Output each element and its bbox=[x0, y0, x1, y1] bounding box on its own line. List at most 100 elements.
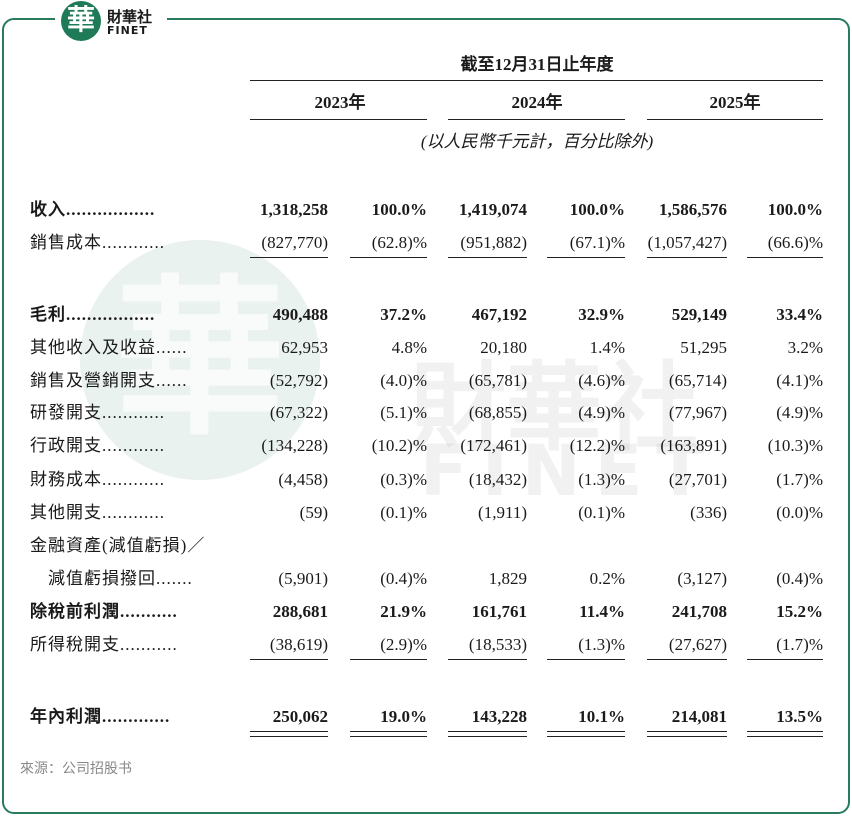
rule bbox=[747, 257, 823, 258]
cell: (68,855) bbox=[468, 403, 527, 422]
cell: 51,295 bbox=[680, 338, 727, 357]
cell: 11.4% bbox=[579, 602, 625, 621]
row-label: 銷售及營銷開支...... bbox=[30, 371, 188, 390]
cell: (66.6)% bbox=[767, 233, 823, 252]
cell: 250,062 bbox=[272, 707, 328, 726]
rule bbox=[747, 659, 823, 660]
year-header: 2024年 bbox=[511, 93, 563, 112]
cell: (52,792) bbox=[269, 371, 328, 390]
year-header: 2023年 bbox=[314, 93, 366, 112]
cell: (4.0)% bbox=[380, 371, 427, 390]
rule bbox=[350, 257, 427, 258]
cell: (336) bbox=[690, 503, 727, 522]
rule bbox=[547, 736, 625, 737]
logo: 華 財華社 FINET bbox=[55, 0, 167, 42]
cell: (2.9)% bbox=[380, 635, 427, 654]
rule bbox=[250, 659, 328, 660]
cell: (827,770) bbox=[261, 233, 328, 252]
cell: 1,586,576 bbox=[659, 200, 727, 219]
cell: (4.1)% bbox=[776, 371, 823, 390]
rule bbox=[747, 731, 823, 732]
rule bbox=[448, 731, 527, 732]
cell: 467,192 bbox=[471, 305, 527, 324]
rule bbox=[547, 257, 625, 258]
row-label: 其他開支............ bbox=[30, 503, 165, 522]
cell: (65,714) bbox=[668, 371, 727, 390]
row-label: 行政開支............ bbox=[30, 436, 165, 455]
rule bbox=[448, 659, 527, 660]
cell: (0.4)% bbox=[776, 569, 823, 588]
rule bbox=[747, 736, 823, 737]
rule bbox=[350, 731, 427, 732]
cell: 19.0% bbox=[380, 707, 427, 726]
rule bbox=[647, 659, 727, 660]
cell: 3.2% bbox=[787, 338, 823, 357]
cell: 20,180 bbox=[480, 338, 527, 357]
cell: (0.3)% bbox=[380, 470, 427, 489]
cell: 1.4% bbox=[589, 338, 625, 357]
rule bbox=[647, 736, 727, 737]
cell: (67.1)% bbox=[569, 233, 625, 252]
row-label: 除稅前利潤........... bbox=[30, 602, 178, 621]
cell: (4.6)% bbox=[578, 371, 625, 390]
cell: (4,458) bbox=[278, 470, 328, 489]
cell: (134,228) bbox=[261, 436, 328, 455]
cell: 13.5% bbox=[776, 707, 823, 726]
cell: (1,911) bbox=[478, 503, 527, 522]
cell: 62,953 bbox=[281, 338, 328, 357]
cell: 1,419,074 bbox=[459, 200, 527, 219]
cell: (0.1)% bbox=[380, 503, 427, 522]
cell: (18,432) bbox=[468, 470, 527, 489]
logo-sub: FINET bbox=[107, 24, 148, 37]
cell: (59) bbox=[299, 503, 328, 522]
period-header: 截至12月31日止年度 bbox=[460, 55, 614, 74]
rule bbox=[448, 119, 625, 120]
row-label: 其他收入及收益...... bbox=[30, 338, 188, 357]
cell: (163,891) bbox=[660, 436, 727, 455]
cell: (1.3)% bbox=[578, 470, 625, 489]
cell: (5.1)% bbox=[380, 403, 427, 422]
cell: 4.8% bbox=[391, 338, 427, 357]
cell: (172,461) bbox=[460, 436, 527, 455]
cell: (4.9)% bbox=[776, 403, 823, 422]
cell: 161,761 bbox=[471, 602, 527, 621]
rule bbox=[250, 119, 427, 120]
year-header: 2025年 bbox=[709, 93, 761, 112]
row-label: 研發開支............ bbox=[30, 403, 165, 422]
watermark-name: 財華社 bbox=[410, 352, 698, 464]
rule bbox=[547, 731, 625, 732]
cell: 10.1% bbox=[578, 707, 625, 726]
cell: (1.7)% bbox=[776, 635, 823, 654]
rule bbox=[647, 119, 823, 120]
unit-note: (以人民幣千元計，百分比除外) bbox=[420, 132, 654, 151]
rule bbox=[647, 731, 727, 732]
cell: (65,781) bbox=[468, 371, 527, 390]
cell: (0.4)% bbox=[380, 569, 427, 588]
cell: (3,127) bbox=[677, 569, 727, 588]
cell: (67,322) bbox=[269, 403, 328, 422]
row-label: 所得稅開支........... bbox=[30, 635, 178, 654]
cell: (27,627) bbox=[668, 635, 727, 654]
rule bbox=[448, 736, 527, 737]
cell: (0.0)% bbox=[776, 503, 823, 522]
cell: 100.0% bbox=[371, 200, 427, 219]
row-label: 銷售成本............ bbox=[30, 233, 165, 252]
logo-mark: 華 bbox=[61, 1, 101, 41]
cell: 490,488 bbox=[272, 305, 328, 324]
cell: 21.9% bbox=[380, 602, 427, 621]
rule bbox=[647, 257, 727, 258]
cell: (1.7)% bbox=[776, 470, 823, 489]
cell: (77,967) bbox=[668, 403, 727, 422]
cell: 0.2% bbox=[589, 569, 625, 588]
cell: (38,619) bbox=[269, 635, 328, 654]
cell: 33.4% bbox=[776, 305, 823, 324]
row-label: 財務成本............ bbox=[30, 470, 165, 489]
cell: (18,533) bbox=[468, 635, 527, 654]
frame bbox=[2, 18, 850, 814]
cell: 100.0% bbox=[569, 200, 625, 219]
rule bbox=[350, 659, 427, 660]
row-label: 毛利................. bbox=[30, 305, 156, 324]
cell: 1,829 bbox=[488, 569, 527, 588]
cell: (1.3)% bbox=[578, 635, 625, 654]
